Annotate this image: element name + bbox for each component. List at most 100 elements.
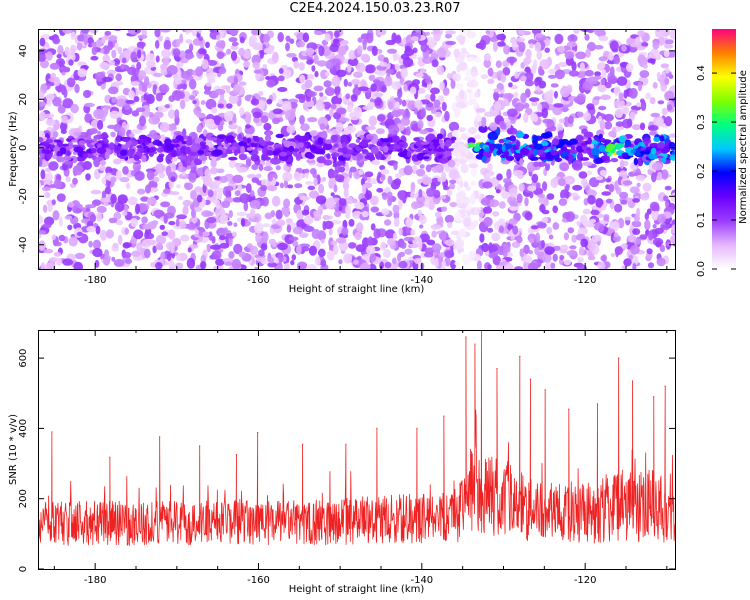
spectrogram-cell — [508, 218, 518, 226]
spectrogram-cell — [197, 29, 202, 34]
spectrogram-cell — [332, 163, 337, 168]
spectrogram-cell — [362, 41, 367, 51]
spectrogram-cell — [291, 56, 298, 63]
spectrogram-cell — [345, 93, 351, 100]
spectrogram-cell — [603, 214, 610, 222]
spectrogram-cell — [481, 155, 487, 163]
spectrogram-cell — [578, 70, 587, 78]
spectrogram-cell — [131, 110, 140, 117]
spectrogram-cell — [41, 148, 48, 154]
spectrogram-cell — [349, 111, 360, 121]
spectrogram-cell — [136, 61, 142, 70]
spectrogram-cell — [267, 262, 278, 268]
spectrogram-cell — [648, 50, 660, 59]
spectrogram-cell — [223, 227, 229, 236]
spectrogram-cell — [163, 39, 172, 51]
spectrogram-cell — [516, 235, 523, 244]
spectrogram-cell — [496, 173, 503, 181]
spectrogram-cell — [51, 234, 56, 240]
spectrogram-cell — [507, 120, 512, 129]
spectrogram-cell — [92, 199, 102, 206]
spectrogram-cell — [96, 147, 107, 154]
spectrogram-cell — [380, 154, 385, 160]
spectrogram-cell — [514, 71, 520, 79]
spectrogram-cell — [670, 234, 675, 245]
spectrogram-cell — [356, 45, 363, 55]
spectrogram-cell — [108, 35, 118, 41]
spectrogram-cell — [170, 149, 177, 158]
snr-y-tick-label: 200 — [18, 489, 29, 508]
spectrogram-cell — [152, 135, 162, 140]
spectrogram-cell — [205, 41, 210, 48]
spectrogram-cell — [480, 74, 489, 80]
spectrogram-cell — [224, 111, 233, 122]
spectrogram-cell — [370, 83, 378, 92]
spectrogram-cell — [626, 118, 633, 128]
spectrogram-cell — [446, 189, 453, 197]
spectrogram-cell — [404, 248, 413, 255]
spectrogram-cell — [176, 38, 181, 48]
spectrogram-cell — [665, 39, 674, 45]
spectrogram-cell — [228, 29, 239, 35]
spectrogram-cell — [459, 89, 465, 100]
spectrogram-cell — [470, 193, 476, 205]
spectrogram-cell — [418, 129, 429, 135]
spectrogram-cell — [332, 244, 339, 255]
spectrogram-cell — [121, 57, 127, 64]
spectrogram-cell — [446, 73, 453, 80]
spectrogram-cell — [221, 200, 231, 209]
spectrogram-cell — [595, 213, 605, 218]
spectrogram-cell — [275, 209, 283, 220]
spectrogram-cell — [593, 96, 601, 101]
spectrogram-cell — [516, 193, 523, 204]
spectrogram-cell — [393, 162, 398, 171]
spectrogram-cell — [153, 72, 163, 78]
spectrogram-cell — [95, 225, 101, 235]
spectrogram-cell — [434, 111, 442, 118]
spectrogram-cell — [202, 176, 213, 187]
spectrogram-cell — [276, 148, 282, 154]
spectrogram-cell — [118, 127, 126, 138]
spectrogram-cell — [371, 159, 381, 166]
spectrogram-cell — [386, 68, 395, 75]
spectrogram-cell — [602, 155, 608, 161]
spectrogram-cell — [657, 100, 665, 105]
spectrogram-cell — [403, 83, 408, 92]
spectrogram-cell — [370, 206, 379, 213]
spectrogram-cell — [666, 242, 671, 247]
snr-x-tick-label: -160 — [247, 575, 270, 586]
spectrogram-cell — [537, 103, 543, 113]
spectrogram-cell — [209, 167, 219, 175]
spectrogram-cell — [299, 195, 310, 201]
spectrogram-cell — [168, 229, 176, 240]
spectrogram-cell — [528, 262, 539, 269]
spectrogram-cell — [524, 211, 533, 221]
spectrogram-cell — [228, 94, 239, 104]
spectrogram-cell — [42, 223, 52, 229]
spectrogram-cell — [319, 123, 326, 131]
spectrogram-cell — [81, 29, 90, 34]
spectrogram-cell — [232, 142, 239, 146]
spectrogram-cell — [257, 99, 266, 111]
spectrogram-y-tick-label: -20 — [18, 188, 29, 204]
spectrogram-cell — [260, 184, 268, 192]
spectrogram-cell — [56, 155, 65, 163]
spectrogram-cell — [437, 177, 447, 183]
spectrogram-cell — [612, 220, 620, 231]
spectrogram-cell — [595, 198, 604, 208]
spectrogram-cell — [410, 229, 416, 236]
spectrogram-cell — [90, 189, 102, 195]
spectrogram-cell — [201, 231, 210, 237]
spectrogram-cell — [392, 51, 398, 62]
spectrogram-cell — [463, 259, 470, 266]
spectrogram-cell — [503, 44, 511, 55]
spectrogram-cell — [379, 146, 384, 151]
spectrogram-cell — [520, 92, 527, 104]
spectrogram-cell — [457, 159, 467, 164]
spectrogram-cell — [532, 113, 539, 123]
spectrogram-cell — [46, 172, 53, 180]
spectrogram-cell — [160, 201, 171, 208]
spectrogram-cell — [534, 41, 542, 53]
spectrogram-cell — [503, 93, 514, 100]
spectrogram-cell — [422, 156, 430, 160]
